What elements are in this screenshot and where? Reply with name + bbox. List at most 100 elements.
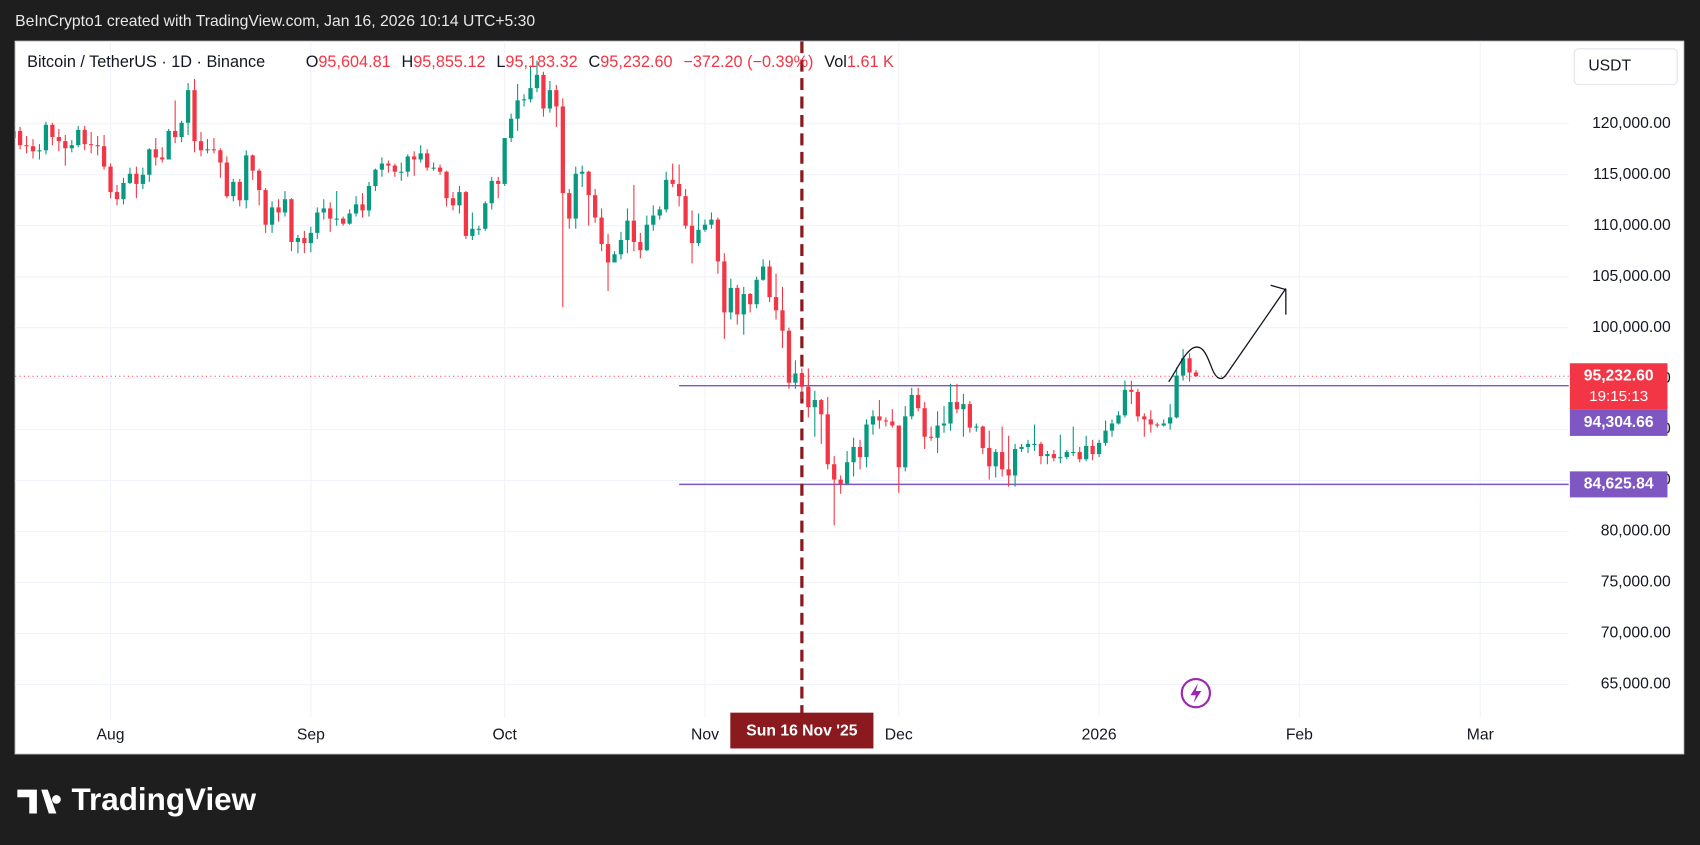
- y-tick-label: 65,000.00: [1601, 676, 1671, 693]
- candle-body: [1161, 423, 1166, 426]
- candle-body: [754, 279, 759, 305]
- y-tick-label: 100,000.00: [1592, 319, 1671, 336]
- candle-body: [625, 220, 630, 240]
- candle-body: [502, 138, 507, 184]
- candle-body: [173, 130, 178, 138]
- candle-body: [1116, 415, 1121, 424]
- candle-body: [63, 141, 68, 149]
- y-tick-label: 75,000.00: [1601, 574, 1671, 591]
- plot: [15, 41, 1569, 719]
- candle-body: [573, 173, 578, 219]
- candle-body: [263, 190, 268, 225]
- last-price-label: 95,232.60: [1584, 367, 1654, 384]
- candle-body: [638, 242, 643, 251]
- candle-body: [670, 179, 675, 184]
- candle-body: [250, 155, 255, 171]
- candle-body: [308, 232, 313, 244]
- candle-body: [444, 171, 449, 199]
- candle-body: [1038, 443, 1044, 457]
- candle-body: [825, 414, 830, 465]
- candle-body: [832, 464, 837, 480]
- candle-body: [1012, 448, 1018, 476]
- candle-body: [941, 423, 947, 426]
- date-marker-label: Sun 16 Nov '25: [746, 722, 857, 739]
- candle-body: [101, 146, 107, 167]
- candle-body: [1058, 457, 1063, 459]
- candle-body: [399, 171, 404, 173]
- candle-body: [185, 90, 191, 123]
- candle-body: [43, 124, 49, 151]
- candle-body: [657, 209, 662, 216]
- candle-body: [683, 196, 688, 226]
- candle-body: [121, 182, 126, 200]
- candle-body: [851, 446, 856, 463]
- candle-body: [425, 153, 430, 168]
- currency[interactable]: USDT: [1588, 57, 1631, 74]
- y-tick-label: 105,000.00: [1592, 268, 1671, 285]
- candle-body: [1045, 454, 1050, 457]
- candle-body: [17, 130, 23, 146]
- candle-body: [269, 207, 275, 225]
- candle-body: [282, 199, 288, 213]
- level-tag: [1569, 471, 1668, 498]
- candle-body: [295, 237, 301, 243]
- candle-body: [612, 254, 617, 263]
- candle-body: [1064, 452, 1069, 458]
- candle-body: [1077, 452, 1082, 460]
- candle-body: [198, 141, 204, 151]
- candle-body: [476, 228, 481, 230]
- y-tick-label: 115,000.00: [1593, 166, 1671, 183]
- candle-body: [450, 198, 456, 206]
- candle-body: [651, 215, 656, 225]
- candle-body: [689, 225, 695, 244]
- candle-body: [1180, 358, 1186, 376]
- candle-body: [812, 400, 817, 408]
- x-tick-label: Nov: [691, 727, 719, 744]
- last-price-tag: [1569, 363, 1668, 410]
- candle-body: [1109, 423, 1115, 431]
- candle-body: [838, 479, 843, 484]
- candle-body: [741, 294, 746, 315]
- candle-body: [192, 90, 197, 142]
- candle-body: [76, 129, 81, 146]
- legend-value: 95,604.81: [318, 53, 390, 71]
- candle-body: [1168, 417, 1173, 424]
- candle-body: [360, 204, 365, 211]
- candle-body: [166, 130, 171, 160]
- candle-body: [341, 218, 346, 224]
- candle-body: [30, 146, 36, 152]
- candle-body: [515, 100, 520, 119]
- candle-body: [218, 150, 223, 163]
- candle-body: [1032, 443, 1037, 445]
- y-tick-label: 80,000.00: [1601, 523, 1671, 540]
- candle-body: [1103, 430, 1108, 443]
- candle-body: [179, 122, 184, 138]
- candle-body: [592, 195, 598, 218]
- candle-body: [935, 425, 940, 438]
- candle-body: [702, 224, 708, 230]
- currency-button[interactable]: [1573, 48, 1678, 86]
- candle-body: [50, 124, 55, 138]
- candle-body: [903, 416, 908, 468]
- candle-body: [134, 173, 139, 184]
- level-label: 84,625.84: [1584, 476, 1654, 493]
- candle-body: [547, 90, 553, 109]
- candle-body: [793, 373, 798, 383]
- candle-body: [15, 130, 16, 139]
- candle-body: [321, 208, 326, 213]
- candle-body: [909, 394, 914, 417]
- candle-body: [1142, 416, 1147, 420]
- candle-body: [457, 192, 462, 206]
- candle-body: [948, 402, 953, 424]
- candle-body: [644, 224, 649, 251]
- legend-value: 95,183.32: [505, 53, 577, 71]
- candle-body: [353, 204, 359, 214]
- candle-body: [257, 170, 262, 191]
- candle-body: [773, 297, 779, 311]
- candle-body: [1071, 452, 1076, 454]
- candle-body: [82, 129, 87, 145]
- candle-body: [554, 90, 559, 107]
- candle-body: [69, 145, 74, 149]
- candle-body: [205, 149, 210, 151]
